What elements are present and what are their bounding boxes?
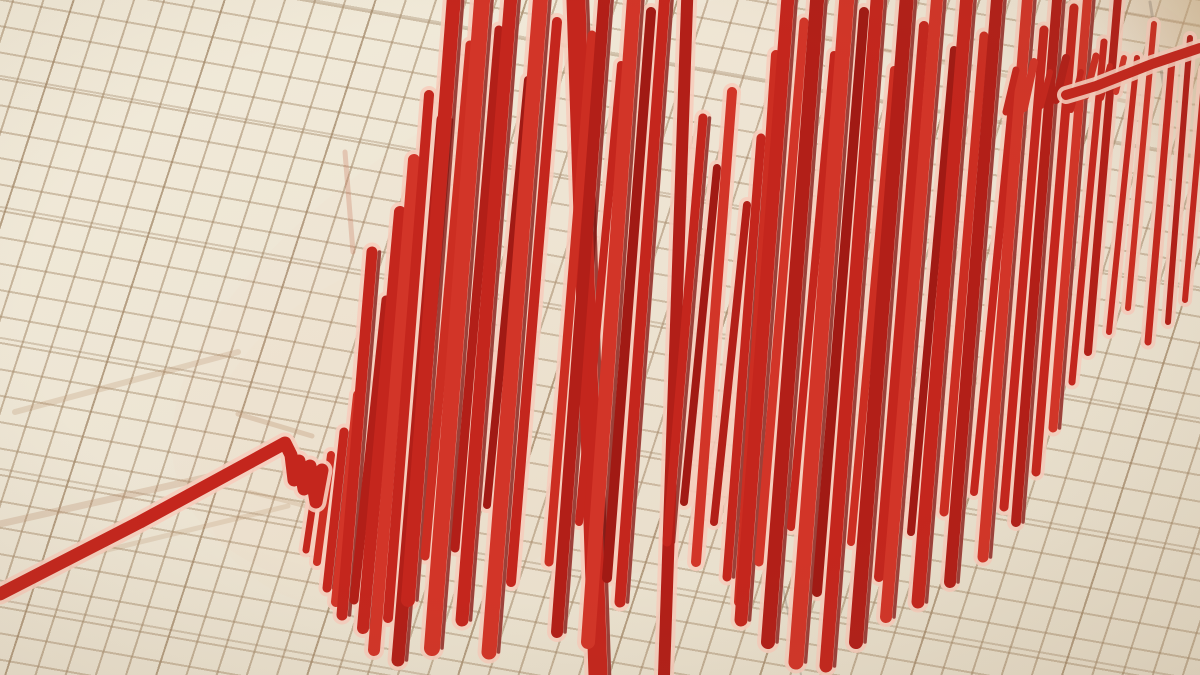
baseline-traces bbox=[0, 39, 1200, 605]
trace-red-layer bbox=[302, 0, 1200, 675]
